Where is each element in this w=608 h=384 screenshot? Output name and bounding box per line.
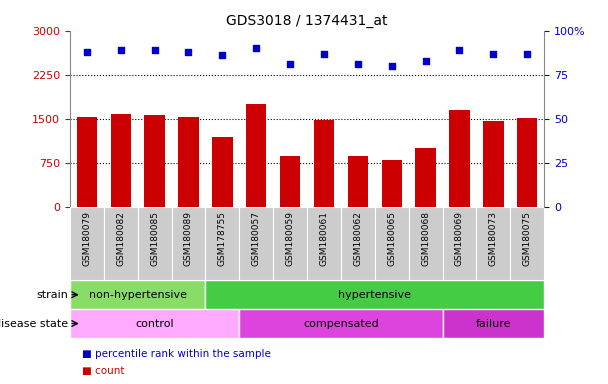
Point [82, 49, 92, 55]
Text: GSM180061: GSM180061 [319, 211, 328, 266]
Point [184, 49, 193, 55]
Text: GSM180057: GSM180057 [252, 211, 261, 266]
Point [488, 51, 498, 57]
Bar [70, 309, 240, 338]
Bar [212, 137, 232, 207]
Bar [273, 207, 307, 280]
Text: GSM180065: GSM180065 [387, 211, 396, 266]
Bar [145, 115, 165, 207]
Bar [517, 118, 537, 207]
Point [116, 47, 126, 53]
Bar [415, 148, 436, 207]
Text: GSM180085: GSM180085 [150, 211, 159, 266]
Bar [206, 280, 544, 309]
Bar [477, 207, 510, 280]
Point [285, 61, 295, 67]
Text: hypertensive: hypertensive [338, 290, 411, 300]
Point [522, 51, 532, 57]
Bar [382, 160, 402, 207]
Text: non-hypertensive: non-hypertensive [89, 290, 187, 300]
Bar [483, 121, 503, 207]
Bar [137, 207, 171, 280]
Bar [178, 117, 199, 207]
Bar [246, 104, 266, 207]
Text: strain: strain [36, 290, 68, 300]
Bar [409, 207, 443, 280]
Point [387, 63, 396, 69]
Text: GSM180079: GSM180079 [82, 211, 91, 266]
Bar [449, 110, 469, 207]
Text: ■ percentile rank within the sample: ■ percentile rank within the sample [82, 349, 271, 359]
Point [319, 51, 329, 57]
Text: ■ count: ■ count [82, 366, 125, 376]
Title: GDS3018 / 1374431_at: GDS3018 / 1374431_at [226, 14, 388, 28]
Bar [280, 156, 300, 207]
Bar [510, 207, 544, 280]
Point [353, 61, 363, 67]
Point [251, 45, 261, 51]
Point [455, 47, 465, 53]
Text: GSM180075: GSM180075 [523, 211, 532, 266]
Point [150, 47, 159, 53]
Text: GSM180089: GSM180089 [184, 211, 193, 266]
Text: GSM180068: GSM180068 [421, 211, 430, 266]
Bar [348, 156, 368, 207]
Point [218, 52, 227, 58]
Text: GSM180059: GSM180059 [286, 211, 295, 266]
Bar [307, 207, 341, 280]
Bar [104, 207, 137, 280]
Text: failure: failure [475, 318, 511, 329]
Text: disease state: disease state [0, 318, 68, 329]
Bar [240, 207, 273, 280]
Bar [206, 207, 240, 280]
Point [421, 58, 430, 64]
Bar [111, 114, 131, 207]
Bar [314, 120, 334, 207]
Text: control: control [136, 318, 174, 329]
Bar [171, 207, 206, 280]
Text: GSM180082: GSM180082 [116, 211, 125, 266]
Bar [70, 280, 206, 309]
Bar [375, 207, 409, 280]
Text: GSM180073: GSM180073 [489, 211, 498, 266]
Bar [77, 117, 97, 207]
Text: compensated: compensated [303, 318, 379, 329]
Text: GSM178755: GSM178755 [218, 211, 227, 266]
Bar [240, 309, 443, 338]
Text: GSM180062: GSM180062 [353, 211, 362, 266]
Text: GSM180069: GSM180069 [455, 211, 464, 266]
Bar [341, 207, 375, 280]
Bar [443, 309, 544, 338]
Bar [70, 207, 104, 280]
Bar [443, 207, 477, 280]
